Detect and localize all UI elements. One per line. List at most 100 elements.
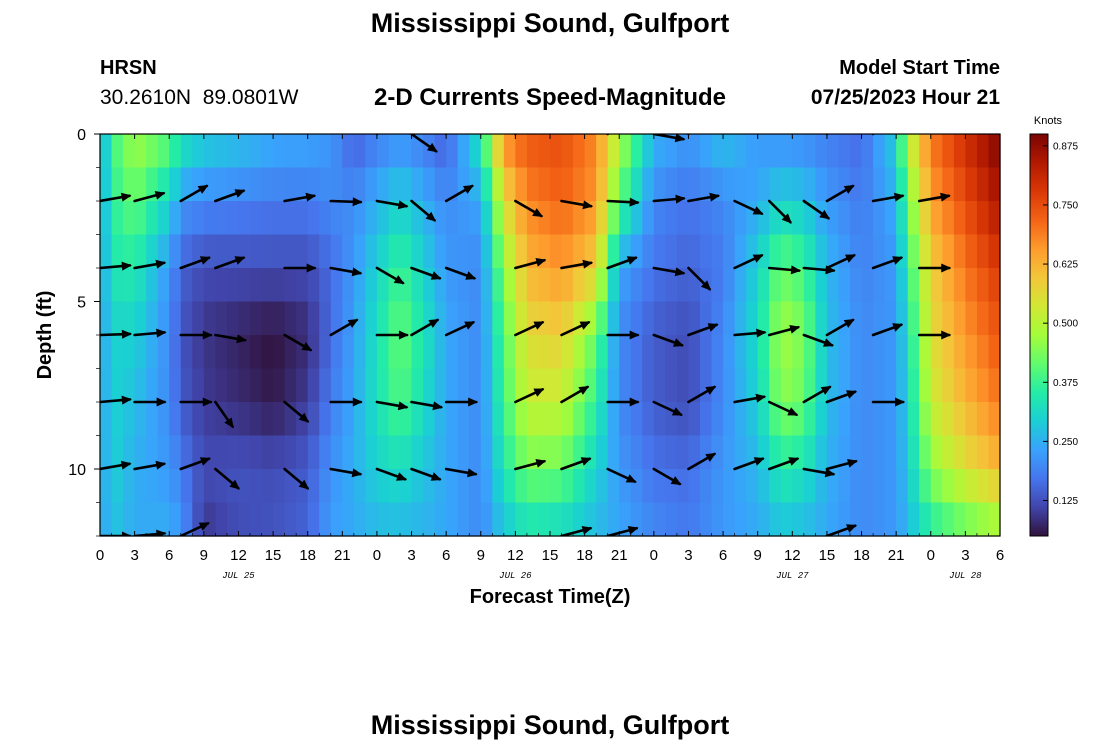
heatmap-cell — [988, 502, 1001, 537]
x-tick-label: 15 — [819, 547, 836, 564]
heatmap-cell — [861, 368, 874, 403]
heatmap-cell — [884, 335, 897, 370]
heatmap-cell — [642, 435, 655, 470]
heatmap-cell — [873, 167, 886, 202]
colorbar-tick-label: 0.375 — [1053, 378, 1078, 389]
heatmap-cell — [688, 234, 701, 269]
heatmap-cell — [434, 201, 447, 236]
heatmap-cell — [376, 268, 390, 303]
heatmap-cell — [919, 201, 932, 236]
heatmap-cell — [815, 301, 828, 336]
heatmap-cell — [930, 234, 943, 269]
heatmap-cell — [469, 268, 482, 303]
current-vector-arrow — [329, 197, 363, 207]
heatmap-cell — [826, 469, 840, 504]
heatmap-cell — [711, 435, 724, 470]
heatmap-cell — [146, 469, 159, 504]
current-vector-arrow — [917, 330, 952, 340]
heatmap-cell — [630, 368, 643, 403]
heatmap-cell — [376, 469, 390, 504]
heatmap-cell — [423, 167, 436, 202]
heatmap-cell — [226, 201, 240, 236]
heatmap-cell — [919, 134, 932, 169]
heatmap-cell — [688, 134, 701, 169]
heatmap-cell — [180, 502, 193, 537]
heatmap-cell — [688, 167, 701, 202]
current-vector-arrow — [767, 400, 799, 416]
current-vector-arrow — [606, 134, 609, 136]
heatmap-cell — [515, 435, 528, 470]
current-vector-arrow — [179, 522, 210, 536]
x-tick-label: 0 — [650, 547, 658, 564]
heatmap-cell — [896, 167, 909, 202]
heatmap-cell — [169, 134, 182, 169]
heatmap-cell — [353, 301, 366, 336]
heatmap-cell — [157, 301, 170, 336]
heatmap-cell — [503, 234, 516, 269]
heatmap-cell — [503, 301, 516, 336]
heatmap-cell — [342, 134, 355, 169]
heatmap-cell — [815, 402, 828, 437]
heatmap-cell — [838, 335, 851, 370]
heatmap-cell — [226, 368, 240, 403]
heatmap-cell — [203, 469, 216, 504]
heatmap-cell — [203, 335, 216, 370]
heatmap-cell — [388, 201, 401, 236]
heatmap-cell — [930, 402, 943, 437]
heatmap-cell — [561, 268, 574, 303]
heatmap-cell — [469, 134, 482, 169]
heatmap-cell — [273, 134, 286, 169]
heatmap-cell — [492, 234, 505, 269]
heatmap-cell — [919, 301, 932, 336]
colorbar-label: Knots — [1034, 115, 1063, 127]
current-vector-arrow — [802, 333, 834, 347]
heatmap-cell — [596, 368, 609, 403]
current-vector-arrow — [652, 194, 686, 204]
heatmap-cell — [815, 167, 828, 202]
heatmap-cell — [630, 134, 643, 169]
heatmap-cell — [769, 234, 782, 269]
heatmap-cell — [607, 435, 620, 470]
heatmap-cell — [457, 402, 470, 437]
heatmap-cell — [665, 368, 678, 403]
current-speed-heatmap: 0 3 6 9 12 15 18 21 0 3 6 9 12 15 18 21 0 3 6 9 12 15 18 21 0 3 6 J… — [34, 115, 1078, 608]
current-vector-arrow — [871, 134, 875, 136]
heatmap-cell — [111, 234, 124, 269]
heatmap-cell — [238, 268, 251, 303]
heatmap-cell — [907, 201, 920, 236]
heatmap-cell — [930, 435, 943, 470]
heatmap-cell — [734, 435, 747, 470]
current-vector-arrow — [329, 397, 363, 407]
heatmap-cell — [584, 469, 597, 504]
heatmap-cell — [180, 402, 193, 437]
current-vector-arrow — [214, 400, 234, 429]
heatmap-cell — [965, 301, 978, 336]
heatmap-cell — [250, 134, 263, 169]
heatmap-cell — [884, 201, 897, 236]
heatmap-cell — [273, 201, 286, 236]
heatmap-cell — [307, 335, 320, 370]
heatmap-cell — [480, 268, 493, 303]
heatmap-cell — [642, 234, 655, 269]
heatmap-cell — [688, 435, 701, 470]
heatmap-cell — [503, 167, 516, 202]
current-vector-arrow — [444, 266, 477, 280]
heatmap-cell — [400, 435, 413, 470]
heatmap-cell — [423, 134, 436, 169]
heatmap-cell — [757, 201, 770, 236]
heatmap-cell — [769, 167, 782, 202]
heatmap-cell — [919, 402, 932, 437]
x-tick-label: 18 — [576, 547, 593, 564]
heatmap-cell — [584, 201, 597, 236]
heatmap-cell — [803, 167, 816, 202]
heatmap-cell — [296, 435, 309, 470]
heatmap-cell — [850, 301, 863, 336]
heatmap-cell — [434, 469, 447, 504]
heatmap-cell — [838, 134, 851, 169]
heatmap-cell — [192, 268, 205, 303]
heatmap-cell — [838, 402, 851, 437]
heatmap-cell — [953, 268, 966, 303]
heatmap-cell — [619, 502, 632, 537]
current-vector-arrow — [606, 467, 637, 483]
heatmap-cell — [861, 167, 874, 202]
